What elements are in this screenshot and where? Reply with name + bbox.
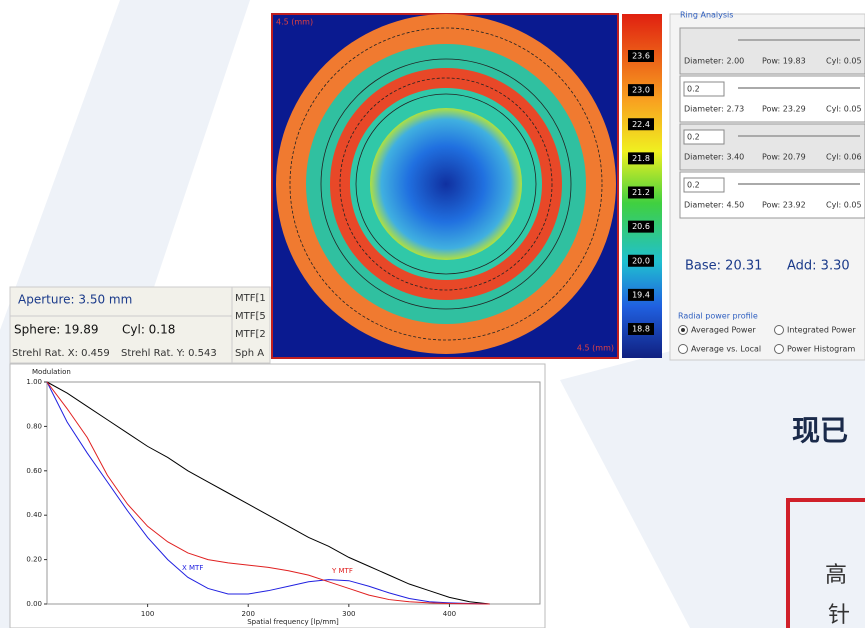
colorbar-tick-label: 21.8 xyxy=(632,154,650,163)
add-text: Add: 3.30 xyxy=(787,259,850,274)
strehl: Strehl Rat. Y: 0.543 xyxy=(121,348,217,359)
radio-label: Average vs. Local xyxy=(691,345,761,354)
colorbar-tick-box xyxy=(628,220,654,233)
radio-label: Power Histogram xyxy=(787,345,855,354)
y-tick-label: 0.20 xyxy=(26,556,42,564)
column-cell: Sph A xyxy=(235,348,264,359)
ring-diameter: Diameter: 4.50 xyxy=(684,201,744,210)
x-axis-label: Spatial frequency [lp/mm] xyxy=(247,618,339,626)
panel-title: Radial power profile xyxy=(678,312,758,321)
ring-row xyxy=(679,27,865,75)
y-tick-label: 0.00 xyxy=(26,600,42,608)
aperture: Aperture: 3.50 mm xyxy=(18,293,132,307)
colorbar xyxy=(622,14,662,358)
ring-input-text: 0.2 xyxy=(687,133,700,142)
radio-dot xyxy=(681,328,685,332)
ring-cyl: Cyl: 0.05 xyxy=(826,105,862,114)
ring-input-text: 0.2 xyxy=(687,85,700,94)
colorbar-tick-box xyxy=(628,84,654,97)
y-tick-label: 0.40 xyxy=(26,511,42,519)
y-tick-label: 0.80 xyxy=(26,422,42,430)
mtf-chart: Modulation Spatial frequency [lp/mm] 0.0… xyxy=(9,363,546,628)
colorbar-tick-box xyxy=(628,288,654,301)
x-tick-label: 100 xyxy=(141,610,154,618)
series-label: Y MTF xyxy=(331,567,353,575)
colorbar-tick-box xyxy=(628,186,654,199)
colorbar-tick-label: 20.6 xyxy=(632,222,650,231)
ring-diameter: Diameter: 2.00 xyxy=(684,57,744,66)
radio[interactable] xyxy=(774,344,784,354)
colorbar-tick-label: 23.0 xyxy=(632,86,650,95)
x-tick-label: 300 xyxy=(342,610,355,618)
ring-input[interactable] xyxy=(683,129,725,145)
ring-panel: Ring Analysis Diameter: 2.00 Pow: 19.83 Cy… xyxy=(669,11,865,361)
strehl: Strehl Rat. X: 0.459 xyxy=(12,348,110,359)
colorbar-tick-box xyxy=(628,323,654,335)
colorbar-tick-label: 22.4 xyxy=(632,120,650,129)
ring-diameter: Diameter: 2.73 xyxy=(684,105,744,114)
ring-cyl: Cyl: 0.05 xyxy=(826,57,862,66)
colorbar-tick-box xyxy=(628,254,654,267)
series-line xyxy=(46,381,490,605)
ring-pow: Pow: 20.79 xyxy=(762,153,806,162)
colorbar-tick-label: 23.6 xyxy=(632,52,650,61)
ring-input[interactable] xyxy=(683,81,725,97)
ring-input[interactable] xyxy=(683,177,725,193)
map-label: 4.5 (mm) xyxy=(577,344,614,353)
x-tick-label: 200 xyxy=(242,610,255,618)
ring-line xyxy=(289,27,603,341)
x-tick-label: 400 xyxy=(443,610,456,618)
plot-area xyxy=(46,381,541,605)
series-label: X MTF xyxy=(182,564,203,572)
ring-cyl: Cyl: 0.06 xyxy=(826,153,862,162)
colorbar-tick-box xyxy=(628,50,654,62)
column-cell: MTF[1 xyxy=(235,293,266,304)
slide: 现已 高 针 xyxy=(786,414,865,628)
ring-pow: Pow: 23.29 xyxy=(762,105,806,114)
colorbar-tick-label: 18.8 xyxy=(632,325,650,334)
map-label: 4.5 (mm) xyxy=(276,18,313,27)
slide-heading: 现已 xyxy=(792,414,848,447)
colorbar-tick-label: 19.4 xyxy=(632,290,650,299)
sphere: Sphere: 19.89 xyxy=(14,323,99,337)
radio[interactable] xyxy=(774,325,784,335)
colorbar-tick-box xyxy=(628,152,654,165)
inner-zone xyxy=(370,108,522,260)
column-cell: MTF[5 xyxy=(235,311,266,322)
colorbar-tick-box xyxy=(628,118,654,131)
ring-line xyxy=(339,77,553,291)
ring-line xyxy=(320,58,572,310)
panel xyxy=(9,286,233,364)
lens-info: Aperture: 3.50 mm Sphere: 19.89 Cyl: 0.1… xyxy=(9,286,271,364)
radio-label: Integrated Power xyxy=(787,326,856,335)
base-text: Base: 20.31 xyxy=(685,259,762,274)
colorbar-tick-label: 21.2 xyxy=(632,188,650,197)
panel-title: Ring Analysis xyxy=(680,11,733,20)
slide-line: 高 xyxy=(825,563,847,588)
ring-pow: Pow: 19.83 xyxy=(762,57,806,66)
red-box xyxy=(786,498,865,628)
panel xyxy=(231,286,271,364)
y-tick-label: 1.00 xyxy=(26,378,42,386)
ring-diameter: Diameter: 3.40 xyxy=(684,153,744,162)
column-cell: MTF[2 xyxy=(235,329,266,340)
ring-line xyxy=(355,93,537,275)
power-map: 4.5 (mm) 4.5 (mm) 23.6 23.0 22.4 21.8 21.2 20… xyxy=(271,13,662,359)
series-line xyxy=(46,381,490,605)
radio-label: Averaged Power xyxy=(691,326,756,335)
colorbar-tick-label: 20.0 xyxy=(632,256,650,265)
slide-line: 针 xyxy=(828,603,850,628)
y-axis-label: Modulation xyxy=(32,368,71,376)
cyl: Cyl: 0.18 xyxy=(122,323,175,337)
ring-cyl: Cyl: 0.05 xyxy=(826,201,862,210)
ring-pow: Pow: 23.92 xyxy=(762,201,806,210)
series-line xyxy=(46,381,490,605)
y-tick-label: 0.60 xyxy=(26,467,42,475)
ring-input-text: 0.2 xyxy=(687,181,700,190)
radio[interactable] xyxy=(678,344,688,354)
